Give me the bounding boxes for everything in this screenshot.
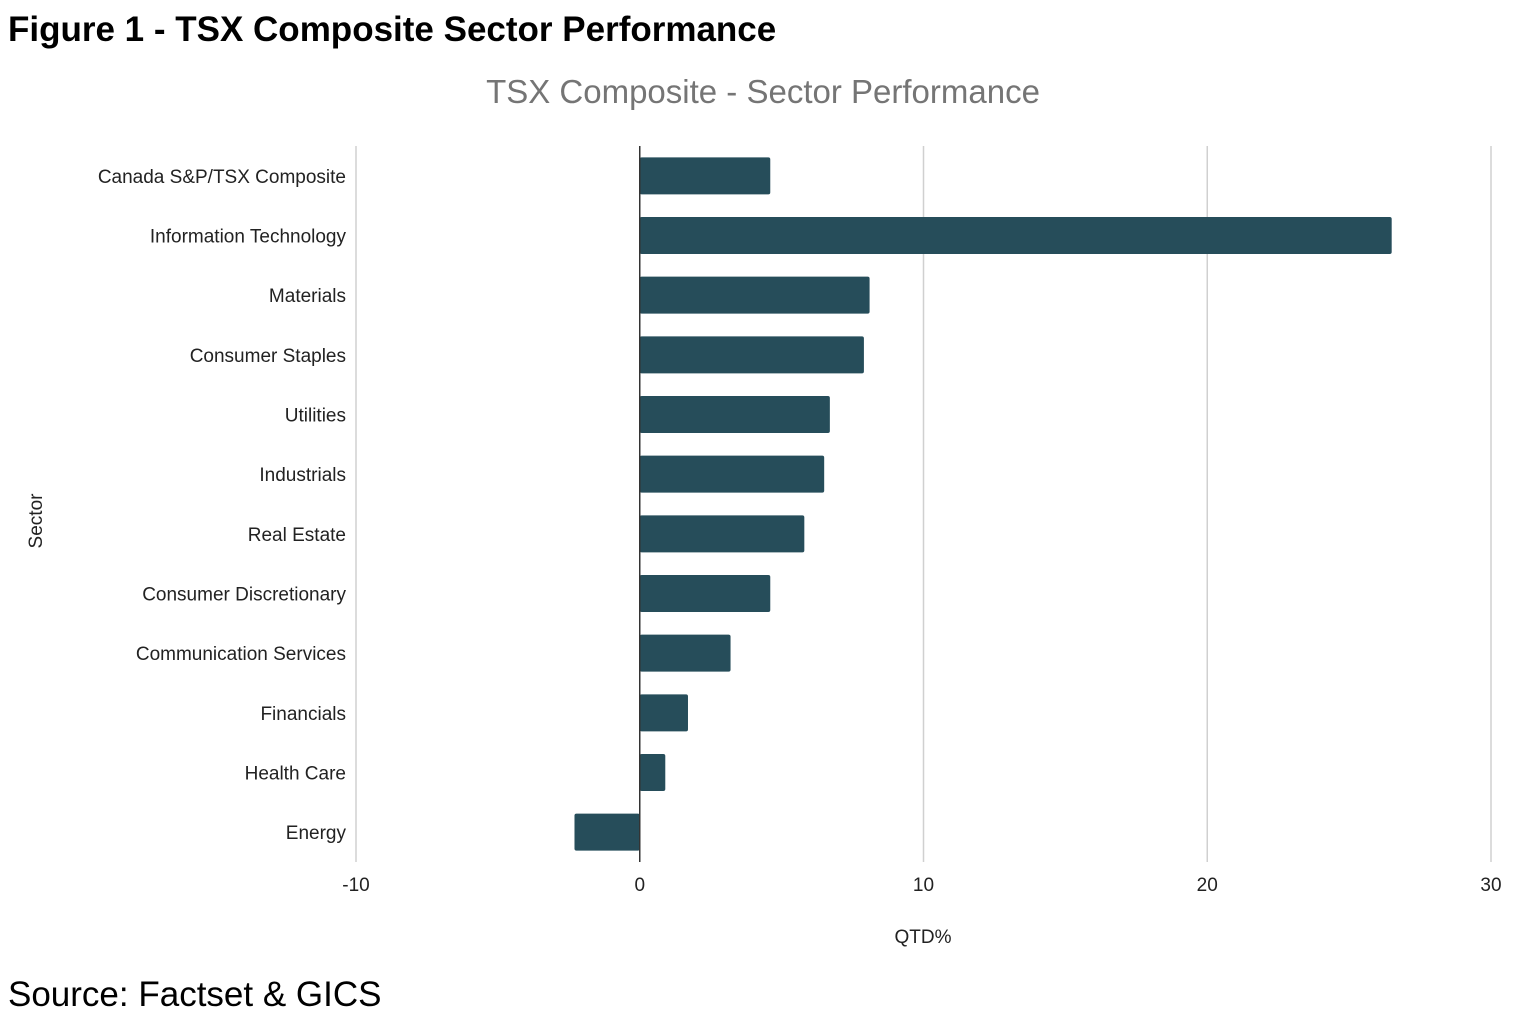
category-label: Financials: [260, 704, 346, 725]
bar: [639, 634, 731, 672]
bar: [639, 694, 688, 732]
bar: [639, 455, 825, 493]
x-tick-label: 0: [634, 875, 645, 896]
category-label: Industrials: [259, 465, 346, 486]
bar: [639, 515, 805, 553]
grid-lines: [355, 146, 1492, 862]
category-label: Communication Services: [136, 644, 346, 665]
bar: [574, 813, 640, 851]
chart-title: TSX Composite - Sector Performance: [486, 73, 1040, 110]
category-label: Materials: [269, 286, 346, 307]
category-label: Consumer Discretionary: [142, 585, 346, 606]
bar: [639, 575, 771, 612]
x-axis-label: QTD%: [895, 927, 952, 948]
bar: [639, 276, 870, 314]
bar: [639, 217, 1392, 254]
category-label: Information Technology: [150, 227, 347, 248]
category-label: Energy: [286, 823, 347, 844]
category-label: Consumer Staples: [190, 346, 346, 367]
x-tick-label: -10: [342, 875, 369, 896]
category-label: Utilities: [285, 406, 346, 427]
bar: [639, 396, 830, 433]
category-label: Real Estate: [248, 525, 346, 546]
x-tick-label: 30: [1480, 875, 1501, 896]
category-label: Canada S&P/TSX Composite: [98, 167, 346, 188]
x-tick-label: 20: [1197, 875, 1218, 896]
category-label: Health Care: [245, 764, 346, 785]
bar: [639, 754, 666, 791]
figure-title: Figure 1 - TSX Composite Sector Performa…: [8, 10, 777, 49]
y-axis-label: Sector: [26, 493, 47, 549]
bars: [574, 157, 1392, 851]
x-tick-label: 10: [913, 875, 934, 896]
source-note: Source: Factset & GICS: [8, 975, 382, 1014]
category-labels: Canada S&P/TSX Composite Information Tech…: [98, 167, 347, 844]
x-tick-labels: -10 0 10 20 30: [342, 875, 1501, 896]
bar: [639, 157, 771, 195]
bar: [639, 336, 864, 374]
